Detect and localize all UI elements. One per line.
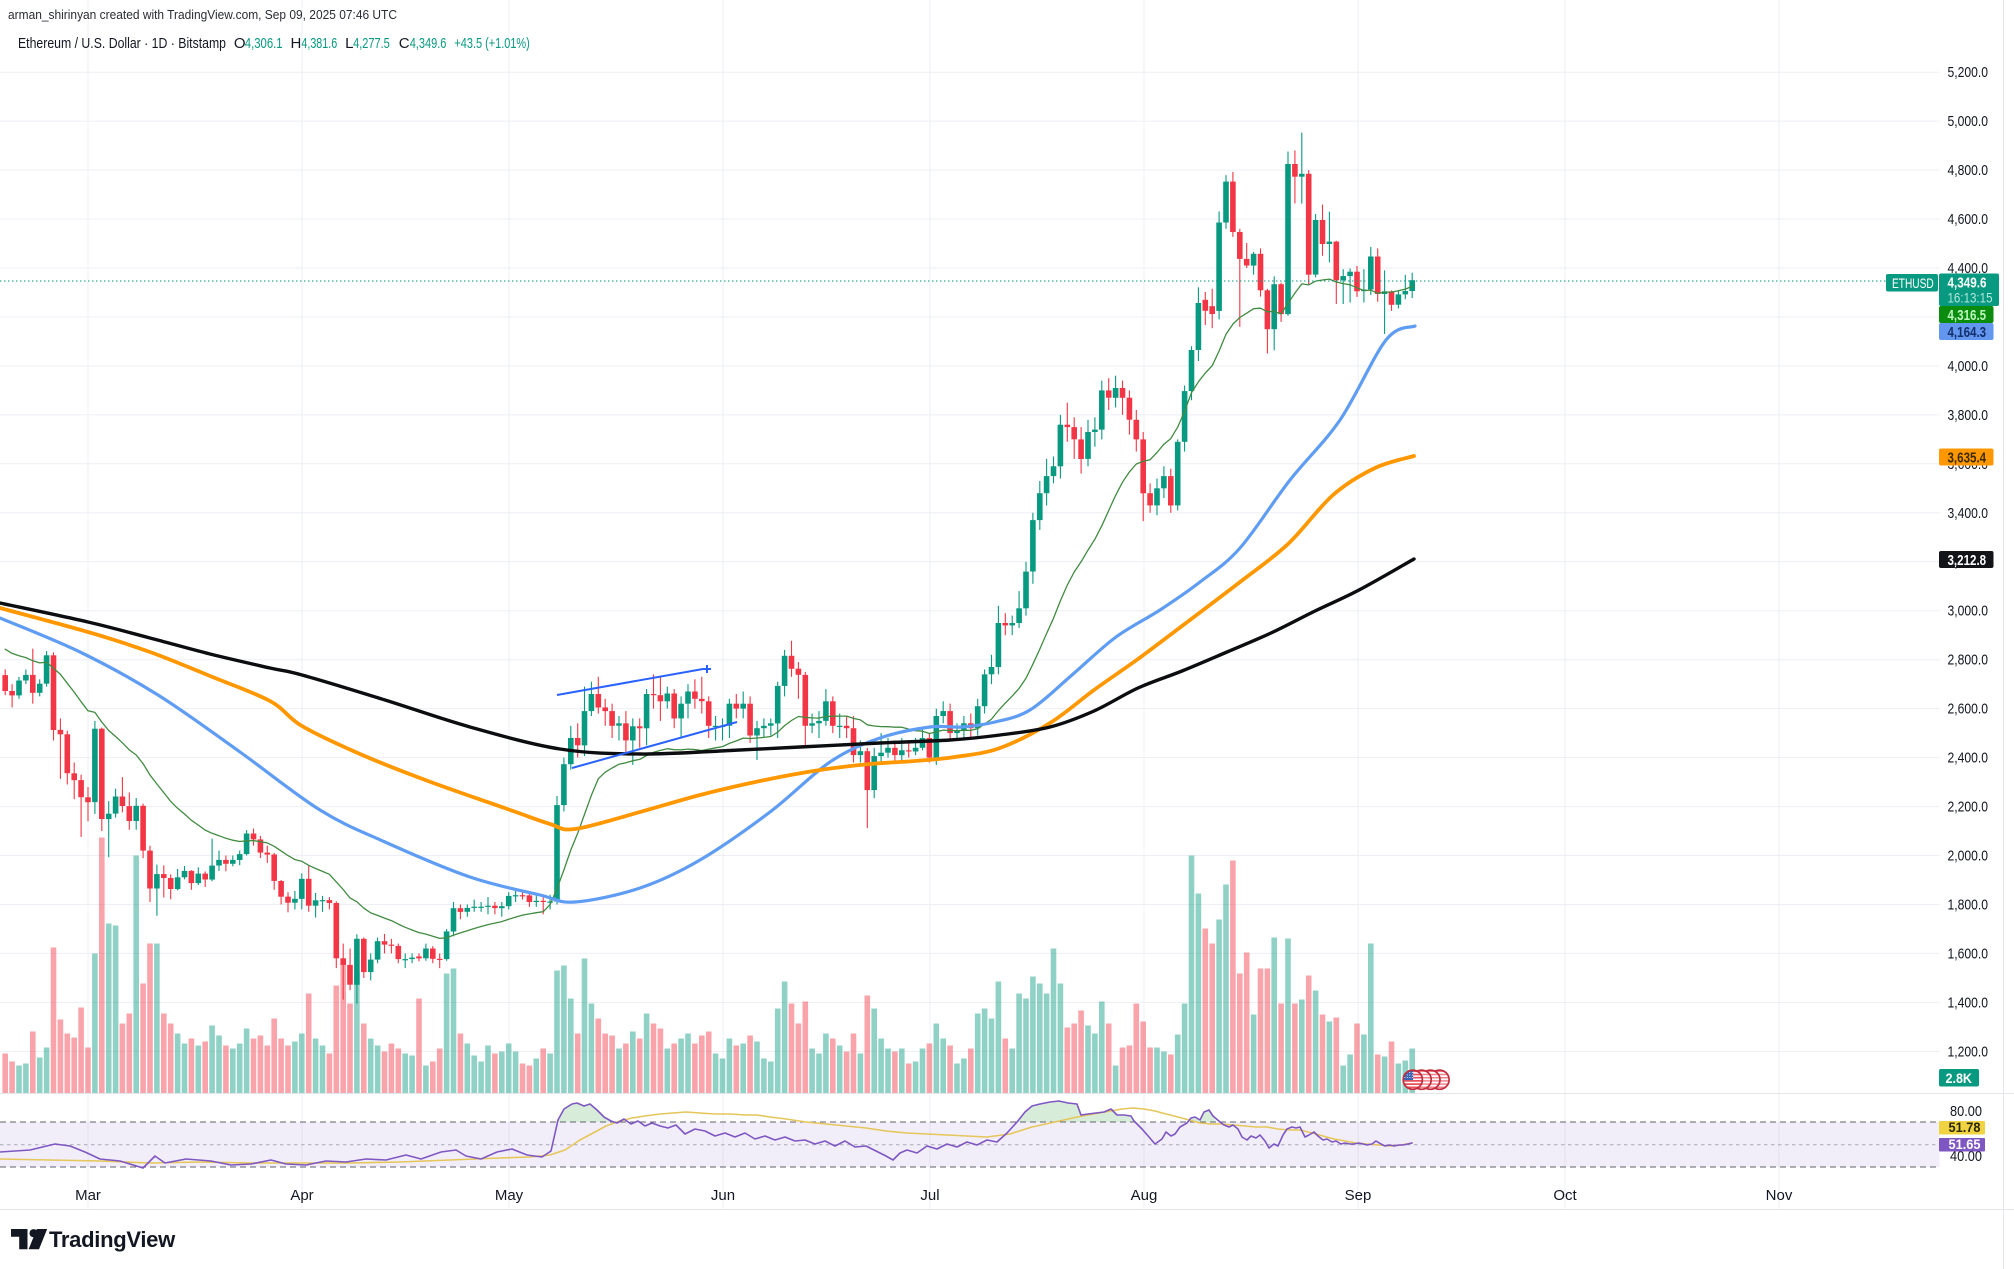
svg-text:4,164.3: 4,164.3: [1948, 324, 1987, 341]
svg-text:2,800.0: 2,800.0: [1948, 652, 1989, 669]
svg-text:2,200.0: 2,200.0: [1948, 799, 1989, 816]
svg-text:1,400.0: 1,400.0: [1948, 994, 1989, 1011]
svg-text:1,800.0: 1,800.0: [1948, 897, 1989, 914]
svg-text:2,600.0: 2,600.0: [1948, 701, 1989, 718]
svg-text:4,600.0: 4,600.0: [1948, 211, 1989, 228]
svg-text:3,400.0: 3,400.0: [1948, 505, 1989, 522]
svg-text:5,000.0: 5,000.0: [1948, 113, 1989, 130]
svg-text:16:13:15: 16:13:15: [1948, 290, 1993, 306]
svg-text:Jul: Jul: [920, 1187, 939, 1204]
svg-text:arman_shirinyan created with T: arman_shirinyan created with TradingView…: [8, 8, 397, 22]
svg-text:3,212.8: 3,212.8: [1948, 552, 1987, 569]
svg-text:80.00: 80.00: [1950, 1103, 1982, 1120]
svg-text:Ethereum / U.S. Dollar · 1D ·: Ethereum / U.S. Dollar · 1D · Bitstamp O4…: [18, 35, 530, 52]
svg-text:Mar: Mar: [75, 1187, 101, 1204]
svg-text:4,000.0: 4,000.0: [1948, 358, 1989, 375]
svg-text:ETHUSD: ETHUSD: [1892, 275, 1934, 291]
svg-text:2,400.0: 2,400.0: [1948, 750, 1989, 767]
svg-text:1,600.0: 1,600.0: [1948, 945, 1989, 962]
svg-text:May: May: [495, 1187, 524, 1204]
svg-text:4,316.5: 4,316.5: [1948, 307, 1987, 324]
svg-text:Sep: Sep: [1345, 1187, 1372, 1204]
svg-text:40.00: 40.00: [1950, 1148, 1982, 1165]
svg-text:Oct: Oct: [1553, 1187, 1577, 1204]
svg-text:4,800.0: 4,800.0: [1948, 162, 1989, 179]
svg-text:1,200.0: 1,200.0: [1948, 1043, 1989, 1060]
svg-text:Jun: Jun: [711, 1187, 735, 1204]
svg-text:4,349.6: 4,349.6: [1948, 275, 1987, 292]
svg-text:2,000.0: 2,000.0: [1948, 848, 1989, 865]
svg-text:3,635.4: 3,635.4: [1948, 450, 1987, 467]
svg-text:Nov: Nov: [1766, 1187, 1793, 1204]
svg-text:51.78: 51.78: [1949, 1120, 1981, 1135]
svg-text:5,200.0: 5,200.0: [1948, 64, 1989, 81]
svg-text:3,800.0: 3,800.0: [1948, 407, 1989, 424]
svg-text:3,000.0: 3,000.0: [1948, 603, 1989, 620]
svg-text:TradingView: TradingView: [49, 1227, 176, 1252]
svg-text:4,400.0: 4,400.0: [1948, 260, 1989, 277]
svg-text:Apr: Apr: [290, 1187, 313, 1204]
svg-text:2.8K: 2.8K: [1946, 1070, 1973, 1086]
svg-text:Aug: Aug: [1131, 1187, 1158, 1204]
svg-text:51.65: 51.65: [1949, 1137, 1981, 1152]
